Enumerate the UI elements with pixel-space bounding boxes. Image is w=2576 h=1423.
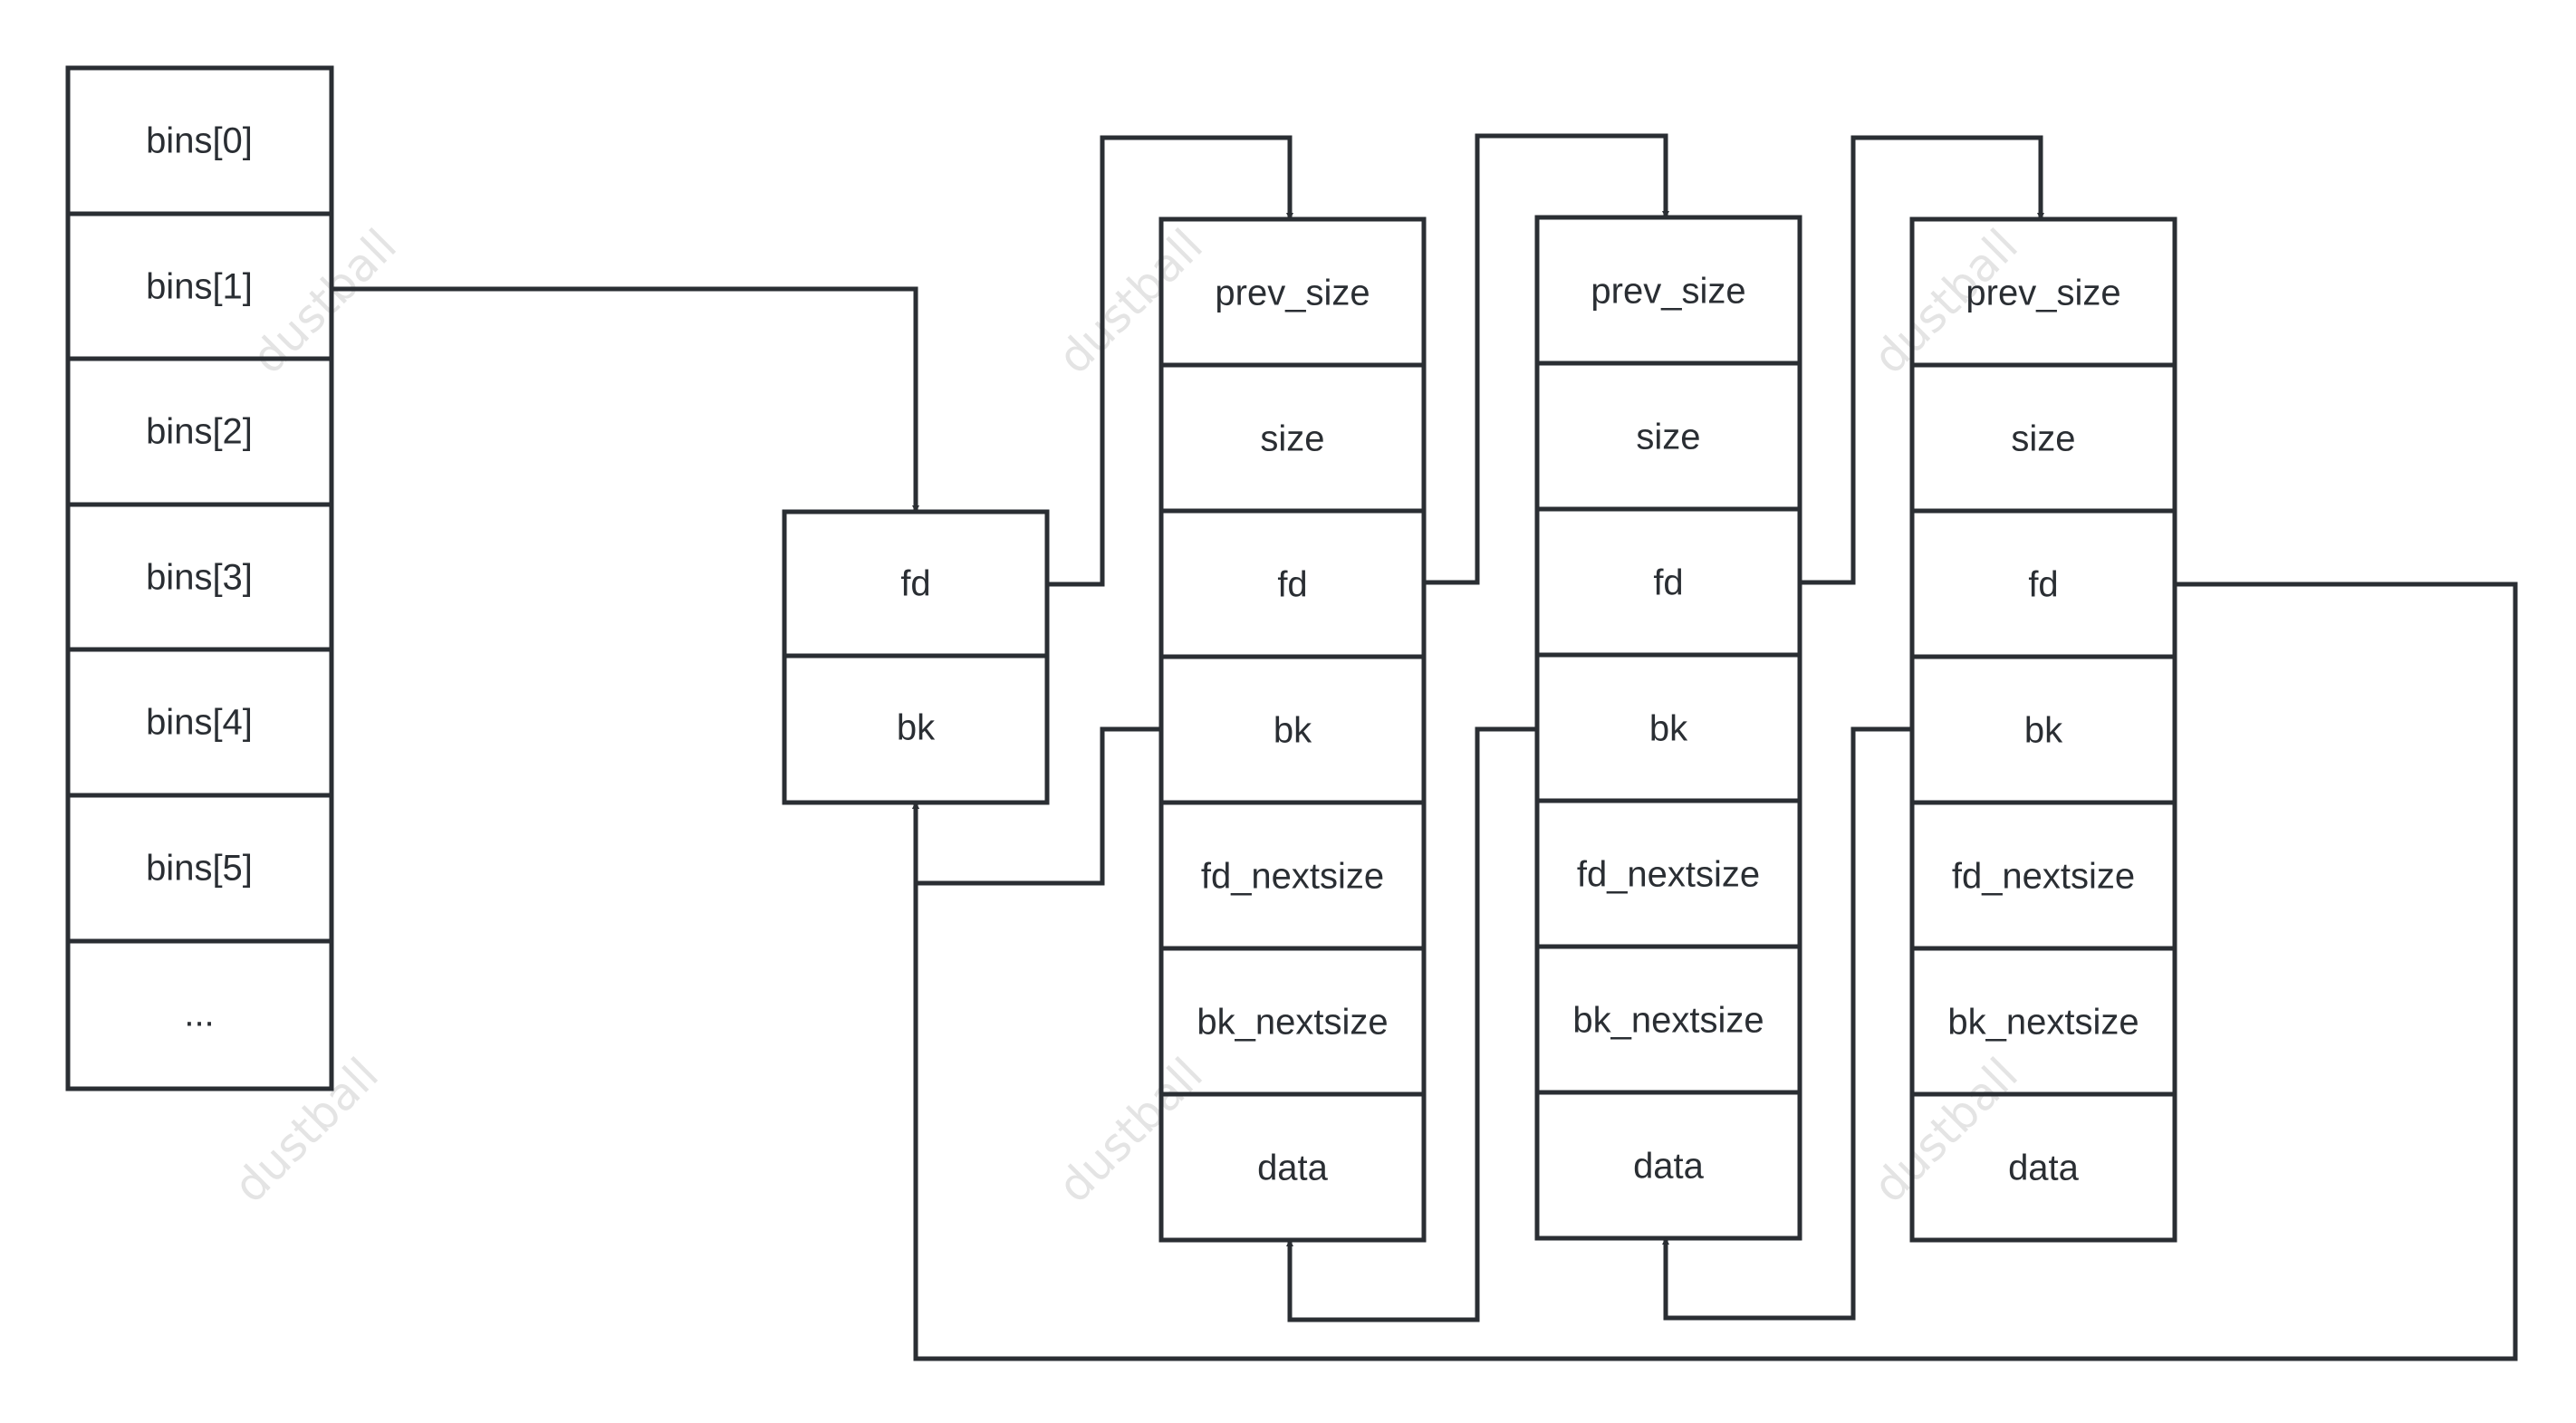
- bin-head-bk: bk: [897, 708, 936, 748]
- chunk-3-bk: bk: [2024, 711, 2063, 751]
- arrow-head-fd-to-chunk1: [1047, 135, 1293, 587]
- bin-label-ellipsis: ...: [184, 995, 214, 1034]
- chunk-1-bk-nextsize: bk_nextsize: [1197, 1003, 1388, 1043]
- chunk-3-prev-size: prev_size: [1966, 274, 2120, 313]
- watermark: dustball: [1863, 1048, 2028, 1213]
- watermark: dustball: [224, 1048, 389, 1213]
- chunk-3-fd: fd: [2028, 565, 2058, 605]
- bin-label-4: bins[4]: [146, 703, 253, 743]
- arrow-chunk1-bk-to-head: [912, 726, 1161, 886]
- watermark: dustball: [1048, 219, 1213, 384]
- bin-label-3: bins[3]: [146, 558, 253, 598]
- chunk-1-fd: fd: [1277, 565, 1307, 605]
- watermark: dustball: [1048, 1048, 1213, 1213]
- bin-label-2: bins[2]: [146, 412, 253, 452]
- arrow-chunk2-bk-to-chunk1: [1286, 726, 1537, 1322]
- arrow-chunk3-fd-to-head: [912, 582, 2518, 1361]
- bins-array: [65, 65, 334, 1091]
- chunk-2-bk-nextsize: bk_nextsize: [1572, 1001, 1764, 1041]
- chunk-1-prev-size: prev_size: [1215, 274, 1370, 313]
- arrow-bins1-to-head: [332, 286, 919, 513]
- arrow-chunk1-fd-to-chunk2: [1424, 133, 1669, 585]
- arrow-chunk3-bk-to-chunk2: [1662, 726, 1912, 1321]
- chunk-2-fd-nextsize: fd_nextsize: [1577, 855, 1760, 895]
- chunk-1-size: size: [1260, 419, 1324, 459]
- chunk-2-size: size: [1636, 418, 1700, 457]
- bin-label-1: bins[1]: [146, 267, 253, 307]
- chunk-2-data: data: [1633, 1147, 1705, 1187]
- chunk-3-size: size: [2011, 419, 2075, 459]
- chunk-3-bk-nextsize: bk_nextsize: [1947, 1003, 2139, 1043]
- bin-head-fd: fd: [900, 564, 930, 604]
- bin-label-5: bins[5]: [146, 849, 253, 889]
- arrow-chunk2-fd-to-chunk3: [1800, 135, 2044, 585]
- chunk-2-prev-size: prev_size: [1591, 272, 1745, 312]
- chunk-3-fd-nextsize: fd_nextsize: [1952, 857, 2135, 897]
- chunk-1-bk: bk: [1274, 711, 1312, 751]
- chunk-1-fd-nextsize: fd_nextsize: [1201, 857, 1384, 897]
- chunk-1-data: data: [1257, 1149, 1329, 1188]
- bin-label-0: bins[0]: [146, 121, 253, 161]
- chunk-2-bk: bk: [1649, 709, 1688, 749]
- watermark-layer: dustball dustball dustball dustball dust…: [224, 219, 2028, 1213]
- bin-head-node: [782, 509, 1050, 805]
- chunk-3-data: data: [2008, 1149, 2080, 1188]
- chunk-2-fd: fd: [1653, 563, 1683, 603]
